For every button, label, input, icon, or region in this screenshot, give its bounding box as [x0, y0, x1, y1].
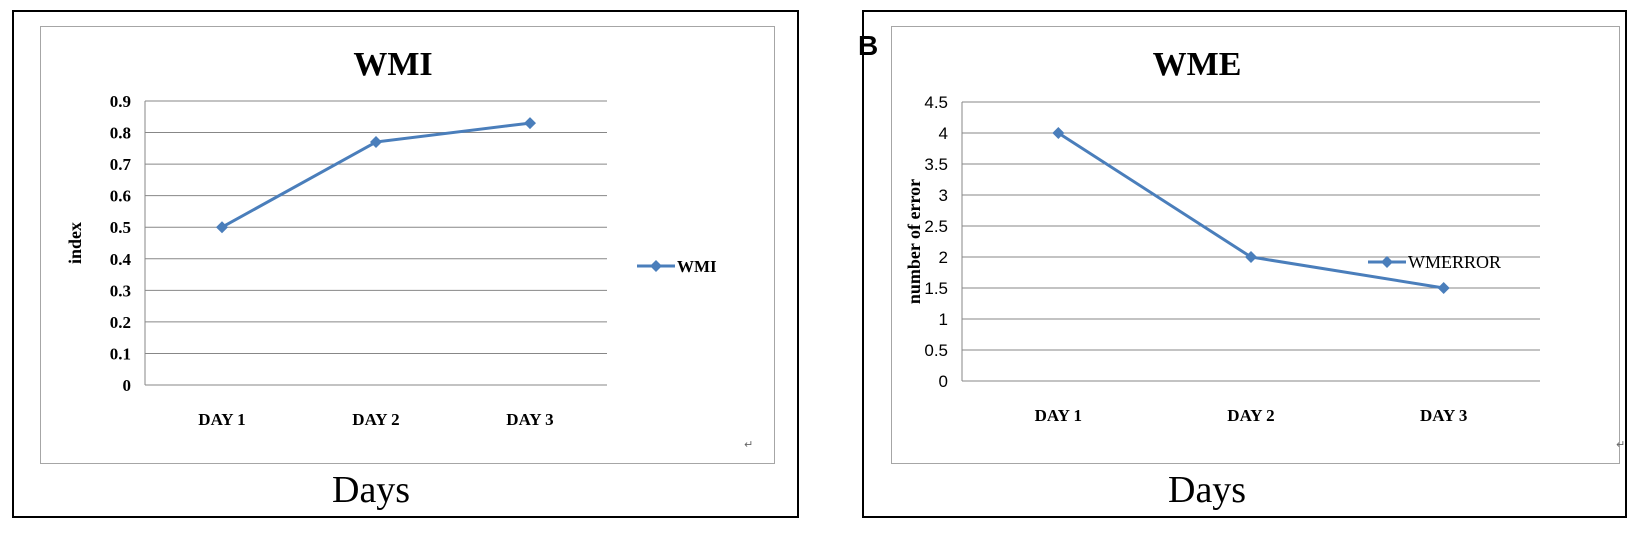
- y-tick-label: 0.7: [110, 155, 132, 174]
- data-point-marker: [370, 136, 382, 149]
- x-tick-label: DAY 1: [198, 410, 245, 429]
- y-tick-label: 0.8: [110, 124, 131, 143]
- legend-marker: [650, 260, 662, 272]
- y-axis-title: index: [65, 222, 85, 264]
- legend-label: WMERROR: [1408, 252, 1501, 272]
- x-tick-label: DAY 3: [1420, 406, 1467, 425]
- y-tick-label: 0.5: [110, 218, 131, 237]
- panel-b: B WME 0 0.5 1 1.5 2 2.5 3 3.5 4 4.5 DAY 1 DAY 2 DAY 3…: [858, 10, 1627, 518]
- chart-frame: WMI 0 0.1 0.2 0.3 0.4 0.5 0.6 0.7 0.8 0.9 DAY 1 DAY …: [40, 26, 775, 464]
- paragraph-mark-icon: ↵: [744, 438, 754, 451]
- y-tick-label: 0: [939, 372, 948, 391]
- data-point-marker: [524, 117, 536, 130]
- legend-marker: [1381, 256, 1393, 268]
- wmi-chart: WMI 0 0.1 0.2 0.3 0.4 0.5 0.6 0.7 0.8 0.9 DAY 1 DAY …: [65, 46, 717, 429]
- paragraph-mark-icon: ↵: [1616, 438, 1626, 451]
- y-tick-label: 0.4: [110, 250, 132, 269]
- y-tick-label: 1.5: [924, 279, 948, 298]
- x-axis-caption: Days: [1146, 470, 1269, 510]
- y-tick-label: 2: [939, 248, 948, 267]
- y-tick-label: 0.6: [110, 187, 131, 206]
- y-tick-label: 4: [939, 124, 948, 143]
- data-point-marker: [216, 221, 228, 234]
- x-tick-label: DAY 1: [1035, 406, 1082, 425]
- y-axis-title: number of error: [904, 179, 924, 304]
- y-tick-label: 4.5: [924, 93, 948, 112]
- panel-letter: B: [858, 30, 879, 61]
- y-tick-label: 3.5: [924, 155, 948, 174]
- x-axis-caption: Days: [310, 470, 433, 510]
- y-tick-label: 0.5: [924, 341, 948, 360]
- data-point-marker: [1437, 282, 1450, 294]
- y-tick-label: 0: [123, 376, 132, 395]
- y-tick-label: 1: [939, 310, 948, 329]
- chart-frame: WME 0 0.5 1 1.5 2 2.5 3 3.5 4 4.5 DAY 1 DAY 2 DAY 3 nu…: [891, 26, 1620, 464]
- y-tick-label: 0.1: [110, 344, 131, 363]
- y-tick-label: 0.3: [110, 281, 131, 300]
- wme-chart: WME 0 0.5 1 1.5 2 2.5 3 3.5 4 4.5 DAY 1 DAY 2 DAY 3 nu…: [904, 46, 1540, 425]
- y-tick-label: 2.5: [924, 217, 948, 236]
- data-point-marker: [1245, 251, 1257, 263]
- x-tick-label: DAY 3: [506, 410, 553, 429]
- y-tick-label: 0.2: [110, 313, 131, 332]
- y-tick-label: 3: [939, 186, 948, 205]
- y-tick-label: 0.9: [110, 92, 131, 111]
- legend-label: WMI: [677, 257, 717, 276]
- x-tick-label: DAY 2: [1227, 406, 1274, 425]
- chart-title: WME: [1153, 46, 1242, 83]
- chart-title: WMI: [353, 46, 432, 83]
- data-point-marker: [1052, 127, 1065, 139]
- x-tick-label: DAY 2: [352, 410, 399, 429]
